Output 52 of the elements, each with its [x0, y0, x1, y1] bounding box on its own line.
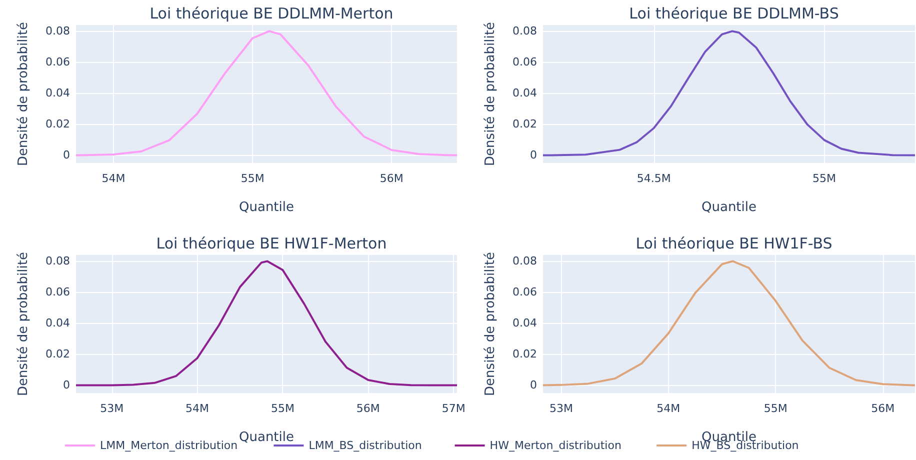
chart-title: Loi théorique BE DDLMM-Merton: [150, 4, 394, 22]
y-axis-title: Densité de probabilité: [483, 22, 498, 166]
x-tick-label: 56M: [871, 402, 895, 415]
x-tick-label: 54M: [186, 402, 210, 415]
legend-label: LMM_BS_distribution: [308, 439, 422, 452]
y-tick-label: 0.08: [512, 24, 537, 38]
x-tick-label: 55M: [764, 402, 788, 415]
y-tick-label: 0.04: [46, 86, 70, 100]
x-tick-label: 55M: [270, 402, 294, 415]
y-tick-label: 0.02: [46, 348, 70, 361]
y-tick-label: 0.02: [512, 348, 537, 361]
x-tick-label: 55M: [812, 172, 836, 185]
x-tick-label: 56M: [356, 402, 380, 415]
x-tick-label: 54.5M: [636, 172, 671, 185]
y-tick-label: 0: [530, 378, 537, 392]
y-axis-title: Densité de probabilité: [483, 252, 498, 396]
y-tick-label: 0.04: [512, 86, 537, 100]
x-tick-label: 56M: [380, 172, 404, 185]
y-tick-label: 0: [63, 378, 70, 392]
x-tick-label: 55M: [240, 172, 264, 185]
x-tick-label: 54M: [102, 172, 126, 185]
x-axis-title: Quantile: [239, 200, 294, 215]
x-tick-label: 53M: [100, 402, 124, 415]
y-tick-label: 0.06: [512, 286, 537, 299]
legend-label: HW_Merton_distribution: [490, 439, 622, 452]
line-series: [542, 260, 916, 386]
y-tick-label: 0.08: [46, 254, 70, 268]
chart-title: Loi théorique BE HW1F-Merton: [156, 234, 387, 252]
line-series: [75, 260, 458, 386]
y-tick-label: 0: [63, 148, 70, 162]
y-tick-label: 0.02: [46, 118, 70, 131]
y-tick-label: 0.04: [512, 316, 537, 330]
y-tick-label: 0: [530, 148, 537, 162]
x-tick-label: 57M: [442, 402, 466, 415]
y-axis-title: Densité de probabilité: [16, 252, 31, 396]
line-series: [75, 30, 458, 156]
chart-title: Loi théorique BE DDLMM-BS: [629, 4, 839, 22]
y-tick-label: 0.02: [512, 118, 537, 131]
y-tick-label: 0.06: [512, 56, 537, 69]
y-tick-label: 0.04: [46, 316, 70, 330]
y-tick-label: 0.06: [46, 286, 70, 299]
y-tick-label: 0.08: [46, 24, 70, 38]
x-tick-label: 54M: [656, 402, 680, 415]
chart-title: Loi théorique BE HW1F-BS: [636, 234, 832, 252]
y-tick-label: 0.06: [46, 56, 70, 69]
legend-label: LMM_Merton_distribution: [100, 439, 238, 452]
y-axis-title: Densité de probabilité: [16, 22, 31, 166]
x-axis-title: Quantile: [239, 430, 294, 445]
line-series: [542, 30, 916, 156]
x-tick-label: 53M: [549, 402, 573, 415]
y-tick-label: 0.08: [512, 254, 537, 268]
x-axis-title: Quantile: [702, 200, 756, 215]
